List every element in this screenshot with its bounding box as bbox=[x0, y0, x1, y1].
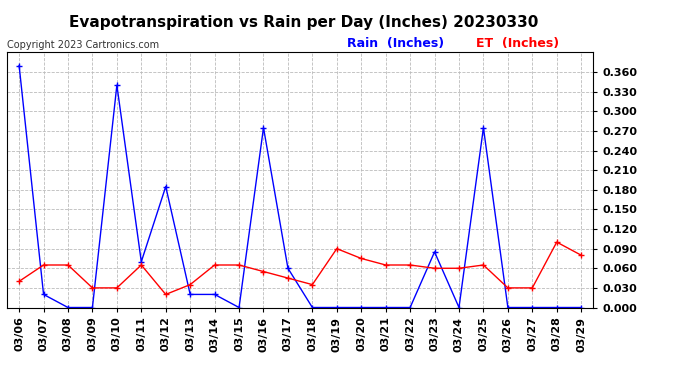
Rain  (Inches) bbox=[161, 184, 170, 189]
ET  (Inches) bbox=[431, 266, 439, 270]
Rain  (Inches) bbox=[504, 305, 512, 310]
ET  (Inches) bbox=[577, 253, 585, 258]
Rain  (Inches) bbox=[382, 305, 390, 310]
ET  (Inches) bbox=[210, 263, 219, 267]
Line: Rain  (Inches): Rain (Inches) bbox=[17, 63, 584, 310]
Rain  (Inches) bbox=[431, 250, 439, 254]
Rain  (Inches) bbox=[333, 305, 341, 310]
Text: ET  (Inches): ET (Inches) bbox=[476, 37, 559, 50]
ET  (Inches) bbox=[528, 286, 536, 290]
Rain  (Inches) bbox=[528, 305, 536, 310]
Rain  (Inches) bbox=[577, 305, 585, 310]
ET  (Inches) bbox=[357, 256, 366, 261]
ET  (Inches) bbox=[186, 282, 195, 287]
Rain  (Inches) bbox=[553, 305, 561, 310]
ET  (Inches) bbox=[284, 276, 292, 280]
Rain  (Inches) bbox=[39, 292, 48, 297]
Rain  (Inches) bbox=[284, 266, 292, 270]
ET  (Inches) bbox=[504, 286, 512, 290]
Rain  (Inches) bbox=[210, 292, 219, 297]
ET  (Inches) bbox=[455, 266, 463, 270]
Text: Evapotranspiration vs Rain per Day (Inches) 20230330: Evapotranspiration vs Rain per Day (Inch… bbox=[69, 15, 538, 30]
Rain  (Inches) bbox=[259, 126, 268, 130]
Rain  (Inches) bbox=[235, 305, 243, 310]
Rain  (Inches) bbox=[357, 305, 366, 310]
Rain  (Inches) bbox=[112, 83, 121, 87]
ET  (Inches) bbox=[137, 263, 146, 267]
ET  (Inches) bbox=[480, 263, 488, 267]
Line: ET  (Inches): ET (Inches) bbox=[17, 239, 584, 297]
Rain  (Inches) bbox=[88, 305, 97, 310]
Rain  (Inches) bbox=[15, 63, 23, 68]
ET  (Inches) bbox=[112, 286, 121, 290]
Rain  (Inches) bbox=[137, 260, 146, 264]
ET  (Inches) bbox=[15, 279, 23, 284]
ET  (Inches) bbox=[88, 286, 97, 290]
ET  (Inches) bbox=[553, 240, 561, 244]
Text: Copyright 2023 Cartronics.com: Copyright 2023 Cartronics.com bbox=[7, 40, 159, 50]
ET  (Inches) bbox=[235, 263, 243, 267]
Rain  (Inches) bbox=[406, 305, 414, 310]
ET  (Inches) bbox=[161, 292, 170, 297]
Text: Rain  (Inches): Rain (Inches) bbox=[347, 37, 444, 50]
ET  (Inches) bbox=[259, 269, 268, 274]
Rain  (Inches) bbox=[455, 305, 463, 310]
ET  (Inches) bbox=[333, 246, 341, 251]
Rain  (Inches) bbox=[480, 126, 488, 130]
Rain  (Inches) bbox=[186, 292, 195, 297]
Rain  (Inches) bbox=[308, 305, 317, 310]
Rain  (Inches) bbox=[64, 305, 72, 310]
ET  (Inches) bbox=[64, 263, 72, 267]
ET  (Inches) bbox=[39, 263, 48, 267]
ET  (Inches) bbox=[308, 282, 317, 287]
ET  (Inches) bbox=[382, 263, 390, 267]
ET  (Inches) bbox=[406, 263, 414, 267]
